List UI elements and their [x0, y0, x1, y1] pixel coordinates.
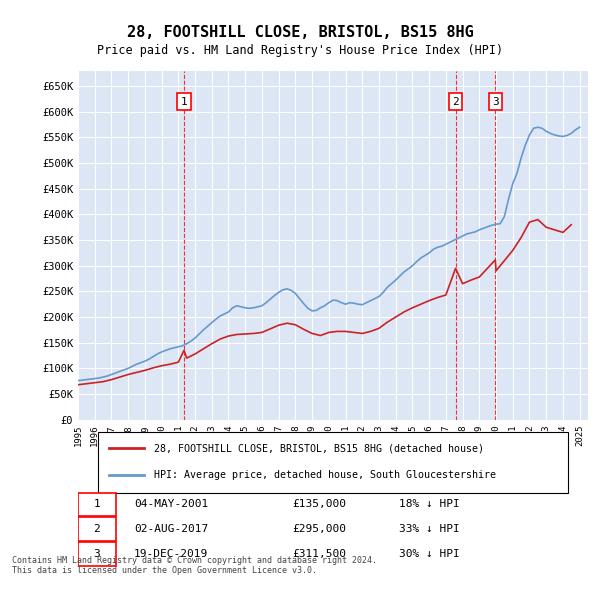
Text: Price paid vs. HM Land Registry's House Price Index (HPI): Price paid vs. HM Land Registry's House … [97, 44, 503, 57]
Text: 28, FOOTSHILL CLOSE, BRISTOL, BS15 8HG (detached house): 28, FOOTSHILL CLOSE, BRISTOL, BS15 8HG (… [155, 443, 485, 453]
Text: 3: 3 [492, 97, 499, 107]
Text: 1: 1 [94, 500, 100, 510]
FancyBboxPatch shape [98, 432, 568, 493]
Text: £135,000: £135,000 [292, 500, 346, 510]
Text: 33% ↓ HPI: 33% ↓ HPI [400, 524, 460, 534]
Text: 18% ↓ HPI: 18% ↓ HPI [400, 500, 460, 510]
Text: 3: 3 [94, 549, 100, 559]
Text: HPI: Average price, detached house, South Gloucestershire: HPI: Average price, detached house, Sout… [155, 470, 497, 480]
Text: 28, FOOTSHILL CLOSE, BRISTOL, BS15 8HG: 28, FOOTSHILL CLOSE, BRISTOL, BS15 8HG [127, 25, 473, 40]
Text: 2: 2 [452, 97, 459, 107]
Text: £311,500: £311,500 [292, 549, 346, 559]
Text: 2: 2 [94, 524, 100, 534]
Text: £295,000: £295,000 [292, 524, 346, 534]
Text: 30% ↓ HPI: 30% ↓ HPI [400, 549, 460, 559]
FancyBboxPatch shape [78, 517, 116, 541]
Text: 02-AUG-2017: 02-AUG-2017 [134, 524, 208, 534]
FancyBboxPatch shape [78, 493, 116, 516]
Text: 1: 1 [181, 97, 187, 107]
Text: Contains HM Land Registry data © Crown copyright and database right 2024.
This d: Contains HM Land Registry data © Crown c… [12, 556, 377, 575]
Text: 04-MAY-2001: 04-MAY-2001 [134, 500, 208, 510]
FancyBboxPatch shape [78, 542, 116, 566]
Text: 19-DEC-2019: 19-DEC-2019 [134, 549, 208, 559]
